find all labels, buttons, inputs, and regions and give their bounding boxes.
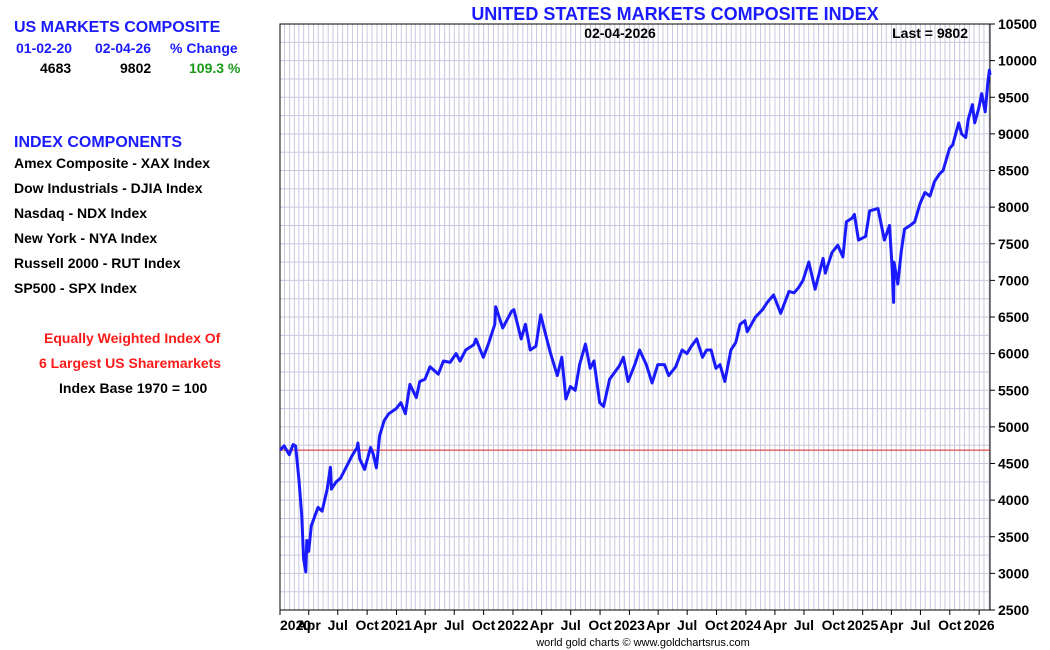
summary-start-date-header: 01-02-20 xyxy=(16,40,73,56)
y-tick-label: 9500 xyxy=(998,89,1029,105)
x-tick-label: Jul xyxy=(444,617,464,633)
summary-end-value: 9802 xyxy=(120,60,152,76)
x-tick-label: Oct xyxy=(588,617,612,633)
summary-change-value: 109.3 % xyxy=(189,60,241,76)
note-line-1: Equally Weighted Index Of xyxy=(44,330,221,346)
y-tick-label: 2500 xyxy=(998,602,1029,618)
y-tick-label: 8500 xyxy=(998,163,1029,179)
x-tick-label: 2020 xyxy=(280,617,311,633)
y-tick-label: 10500 xyxy=(998,16,1037,32)
component-item: Russell 2000 - RUT Index xyxy=(14,255,181,271)
x-tick-label: Oct xyxy=(938,617,962,633)
component-item: SP500 - SPX Index xyxy=(14,280,137,296)
chart-title: UNITED STATES MARKETS COMPOSITE INDEX xyxy=(471,4,878,24)
x-tick-label: Oct xyxy=(355,617,379,633)
y-tick-label: 3500 xyxy=(998,529,1029,545)
y-tick-label: 3000 xyxy=(998,565,1029,581)
x-tick-label: Oct xyxy=(472,617,496,633)
y-tick-label: 6500 xyxy=(998,309,1029,325)
summary-end-date-header: 02-04-26 xyxy=(95,40,152,56)
series-line xyxy=(278,68,992,574)
x-tick-label: 2026 xyxy=(964,617,995,633)
x-tick-label: Jul xyxy=(677,617,697,633)
note-line-2: 6 Largest US Sharemarkets xyxy=(39,355,222,371)
y-tick-label: 7500 xyxy=(998,236,1029,252)
summary-title: US MARKETS COMPOSITE xyxy=(14,19,221,36)
component-item: Nasdaq - NDX Index xyxy=(14,205,148,221)
x-tick-label: Apr xyxy=(879,617,904,633)
x-tick-label: 2025 xyxy=(847,617,878,633)
y-tick-label: 8000 xyxy=(998,199,1029,215)
y-tick-label: 5000 xyxy=(998,419,1029,435)
x-tick-label: 2024 xyxy=(730,617,761,633)
x-tick-label: Jul xyxy=(561,617,581,633)
info-panel: US MARKETS COMPOSITE 01-02-20 02-04-26 %… xyxy=(0,0,275,650)
x-tick-label: Apr xyxy=(413,617,438,633)
chart-date: 02-04-2026 xyxy=(584,25,656,41)
x-tick-label: Oct xyxy=(822,617,846,633)
x-tick-label: 2021 xyxy=(381,617,412,633)
component-item: Dow Industrials - DJIA Index xyxy=(14,180,203,196)
summary-change-header: % Change xyxy=(170,40,238,56)
components-heading: INDEX COMPONENTS xyxy=(14,134,183,151)
x-tick-label: Apr xyxy=(646,617,671,633)
y-tick-label: 5500 xyxy=(998,382,1029,398)
x-tick-label: Jul xyxy=(794,617,814,633)
x-tick-label: Apr xyxy=(530,617,555,633)
y-tick-label: 4500 xyxy=(998,456,1029,472)
x-tick-label: Jul xyxy=(910,617,930,633)
y-tick-label: 9000 xyxy=(998,126,1029,142)
chart-grid xyxy=(280,23,990,611)
x-tick-label: 2022 xyxy=(497,617,528,633)
y-tick-label: 4000 xyxy=(998,492,1029,508)
y-tick-label: 6000 xyxy=(998,346,1029,362)
component-item: New York - NYA Index xyxy=(14,230,158,246)
x-tick-label: Apr xyxy=(297,617,322,633)
credit-text: world gold charts © www.goldchartsrus.co… xyxy=(535,637,750,649)
component-item: Amex Composite - XAX Index xyxy=(14,155,211,171)
summary-start-value: 4683 xyxy=(40,60,72,76)
x-tick-label: Jul xyxy=(328,617,348,633)
note-line-3: Index Base 1970 = 100 xyxy=(59,380,208,396)
y-tick-label: 10000 xyxy=(998,53,1037,69)
x-tick-label: 2023 xyxy=(614,617,645,633)
x-tick-label: Apr xyxy=(763,617,788,633)
y-axis: 2500 3000 3500 4000 4500 5000 5500 6000 6500 7000… xyxy=(990,16,1037,618)
last-value-label: Last = 9802 xyxy=(892,25,968,41)
y-tick-label: 7000 xyxy=(998,272,1029,288)
x-tick-label: Oct xyxy=(705,617,729,633)
